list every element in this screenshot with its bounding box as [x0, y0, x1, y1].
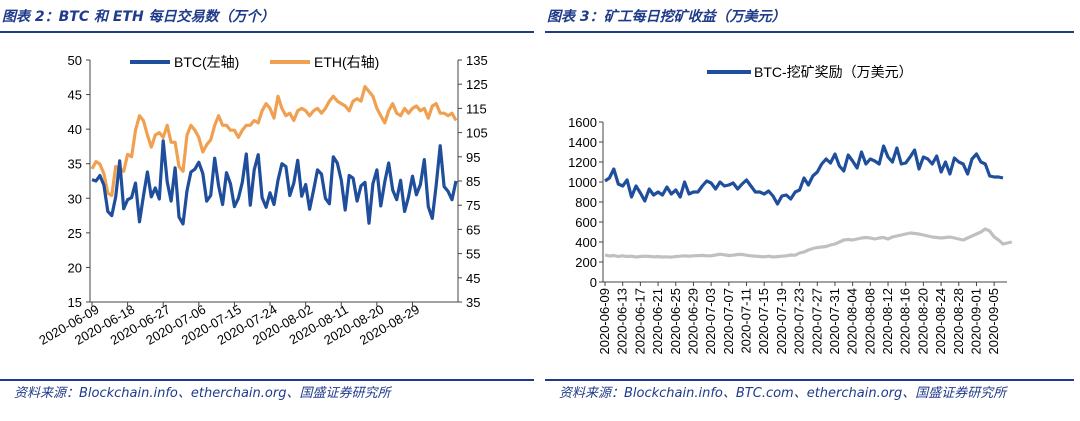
- left-y-tick-label: 20: [68, 260, 82, 275]
- x-tick-label: 2020-07-27: [809, 288, 824, 355]
- right-y-tick-label: 125: [466, 77, 488, 92]
- y-tick-label: 1200: [568, 155, 597, 170]
- btc-series-line: [91, 139, 458, 226]
- y-tick-label: 1000: [568, 175, 597, 190]
- x-tick-label: 2020-06-17: [632, 288, 647, 355]
- y-tick-label: 0: [590, 275, 597, 290]
- x-tick-label: 2020-07-11: [739, 288, 754, 354]
- x-tick-label: 2020-08-08: [862, 288, 877, 355]
- x-tick-label: 2020-07-15: [756, 288, 771, 355]
- figure-2-source: 资料来源：Blockchain.info、etherchain.org、国盛证券…: [14, 386, 391, 401]
- x-tick-label: 2020-07-23: [792, 288, 807, 355]
- legend-eth-label: ETH(右轴): [314, 54, 379, 70]
- x-tick-label: 2020-08-16: [898, 288, 913, 355]
- right-y-tick-label: 75: [466, 198, 480, 213]
- left-y-tick-label: 15: [68, 295, 82, 310]
- right-y-tick-label: 95: [466, 150, 480, 165]
- btc-eth-transactions-chart: 15 20 25 30 35 40 45 50 35 45 55 65 75 85 95 105 115 125 1…: [36, 53, 488, 348]
- right-y-tick-label: 85: [466, 174, 480, 189]
- btc-mining-series-line: [604, 144, 1004, 206]
- x-tick-label: 2020-06-09: [597, 288, 612, 355]
- left-y-tick-label: 25: [68, 226, 82, 241]
- left-y-tick-label: 50: [68, 53, 82, 68]
- figure-2-top-rule: [0, 31, 534, 33]
- figure-3-source: 资料来源：Blockchain.info、BTC.com、etherchain.…: [559, 386, 1007, 401]
- x-tick-label: 2020-08-20: [915, 288, 930, 355]
- y-tick-label: 1400: [568, 135, 597, 150]
- x-tick-label: 2020-06-13: [615, 288, 630, 355]
- x-tick-label: 2020-09-01: [968, 288, 983, 355]
- x-tick-label: 2020-06-29: [685, 288, 700, 355]
- figure-3-top-rule: [545, 31, 1074, 33]
- x-tick-label: 2020-07-03: [703, 288, 718, 355]
- eth-mining-series-line: [604, 227, 1013, 259]
- y-tick-label: 800: [575, 195, 597, 210]
- y-tick-label: 400: [575, 235, 597, 250]
- right-y-tick-label: 135: [466, 53, 488, 68]
- y-tick-label: 200: [575, 255, 597, 270]
- y-tick-label: 1600: [568, 115, 597, 130]
- x-tick-label: 2020-07-31: [827, 288, 842, 355]
- figure-2-bottom-rule: [0, 379, 534, 381]
- x-tick-label: 2020-08-24: [933, 288, 948, 355]
- right-y-tick-label: 35: [466, 295, 480, 310]
- figure-3-title: 图表 3：矿工每日挖矿收益（万美元）: [547, 9, 786, 25]
- x-tick-label: 2020-09-05: [986, 288, 1001, 355]
- x-tick-label: 2020-07-19: [774, 288, 789, 355]
- right-y-tick-label: 115: [466, 101, 487, 116]
- right-y-tick-label: 45: [466, 271, 480, 286]
- left-y-tick-label: 45: [68, 88, 82, 103]
- y-tick-label: 600: [575, 215, 597, 230]
- x-tick-label: 2020-08-04: [845, 288, 860, 355]
- x-tick-label: 2020-08-28: [951, 288, 966, 355]
- figure-3-bottom-rule: [545, 379, 1074, 381]
- x-tick-label: 2020-07-07: [721, 288, 736, 355]
- eth-series-line: [90, 85, 458, 198]
- right-y-tick-label: 55: [466, 247, 480, 262]
- legend-btc-label: BTC-挖矿奖励（万美元）: [754, 64, 913, 80]
- left-y-tick-label: 30: [68, 191, 82, 206]
- legend-btc-label: BTC(左轴): [174, 54, 239, 70]
- left-y-tick-label: 40: [68, 122, 82, 137]
- figure-3-panel: 图表 3：矿工每日挖矿收益（万美元） 0 200 400 600 800 1000 1200…: [545, 0, 1080, 421]
- right-y-tick-label: 65: [466, 222, 480, 237]
- x-tick-label: 2020-06-21: [650, 288, 665, 355]
- figure-2-title: 图表 2：BTC 和 ETH 每日交易数（万个）: [2, 9, 275, 25]
- left-y-tick-label: 35: [68, 157, 82, 172]
- right-y-tick-label: 105: [466, 126, 488, 141]
- x-tick-label: 2020-08-12: [880, 288, 895, 355]
- x-tick-label: 2020-06-25: [668, 288, 683, 355]
- figure-2-panel: 图表 2：BTC 和 ETH 每日交易数（万个） 15 20 25 30 35 40 45 5…: [0, 9, 534, 401]
